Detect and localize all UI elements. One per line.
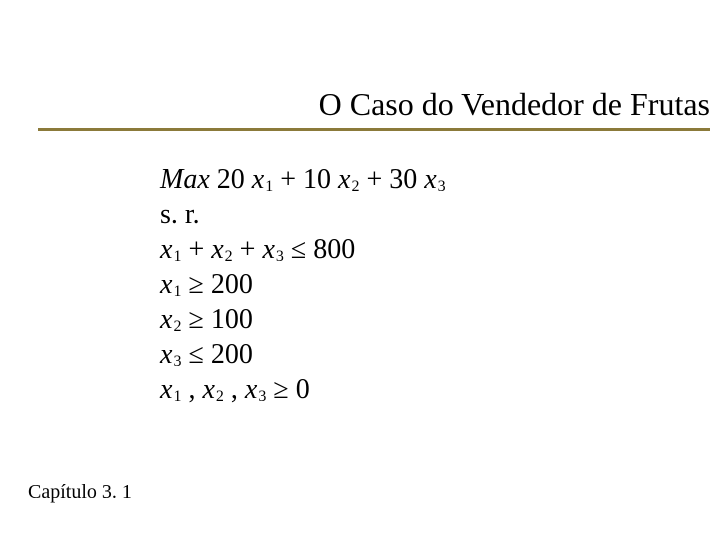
constraint-x2: x2 ≥ 100 [160, 302, 446, 337]
sub-1: 1 [264, 178, 273, 195]
le: ≤ [188, 339, 203, 370]
plus: + [240, 234, 256, 265]
coef-1: 20 [217, 164, 245, 195]
sub-1: 1 [172, 248, 181, 265]
sub-2: 2 [350, 178, 359, 195]
sub-3: 3 [257, 388, 266, 405]
plus: + [188, 234, 204, 265]
rhs-x3: 200 [211, 339, 253, 370]
coef-2: 10 [303, 164, 331, 195]
sr-label: s. r. [160, 197, 446, 232]
sub-3: 3 [172, 353, 181, 370]
comma: , [231, 374, 238, 405]
ge: ≥ [188, 304, 203, 335]
constraint-sum: x1 + x2 + x3 ≤ 800 [160, 232, 446, 267]
sub-1: 1 [172, 283, 181, 300]
title-rule [38, 128, 710, 131]
sub-3: 3 [275, 248, 284, 265]
var-x3: x [245, 374, 257, 405]
coef-3: 30 [389, 164, 417, 195]
sub-1: 1 [172, 388, 181, 405]
var-x1: x [160, 374, 172, 405]
var-x3: x [160, 339, 172, 370]
constraint-x3: x3 ≤ 200 [160, 337, 446, 372]
sub-2: 2 [224, 248, 233, 265]
rhs-x2: 100 [211, 304, 253, 335]
max-label: Max [160, 164, 210, 195]
plus: + [366, 164, 382, 195]
chapter-footer: Capítulo 3. 1 [28, 481, 132, 504]
zero: 0 [296, 374, 310, 405]
var-x2: x [202, 374, 214, 405]
sub-2: 2 [215, 388, 224, 405]
comma: , [188, 374, 195, 405]
slide-title: O Caso do Vendedor de Frutas [0, 86, 710, 123]
var-x2: x [211, 234, 223, 265]
var-x1: x [160, 269, 172, 300]
var-x1: x [252, 164, 264, 195]
rhs-x1: 200 [211, 269, 253, 300]
var-x2: x [160, 304, 172, 335]
nonneg-line: x1 , x2 , x3 ≥ 0 [160, 372, 446, 407]
objective-line: Max 20 x1 + 10 x2 + 30 x3 [160, 162, 446, 197]
le: ≤ [291, 234, 306, 265]
rhs-sum: 800 [313, 234, 355, 265]
var-x2: x [338, 164, 350, 195]
sub-2: 2 [172, 318, 181, 335]
constraint-x1: x1 ≥ 200 [160, 267, 446, 302]
math-block: Max 20 x1 + 10 x2 + 30 x3 s. r. x1 + x2 … [160, 162, 446, 407]
ge: ≥ [273, 374, 288, 405]
var-x3: x [262, 234, 274, 265]
plus: + [280, 164, 296, 195]
sub-3: 3 [437, 178, 446, 195]
var-x1: x [160, 234, 172, 265]
var-x3: x [424, 164, 436, 195]
ge: ≥ [188, 269, 203, 300]
